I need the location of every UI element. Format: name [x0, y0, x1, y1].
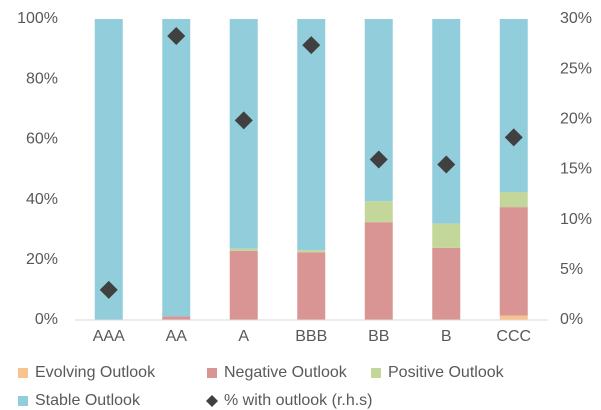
- bar-segment: [229, 248, 258, 251]
- bar-segment: [229, 19, 258, 249]
- legend-swatch: [207, 368, 217, 378]
- legend-swatch: [18, 368, 28, 378]
- bar-segment: [94, 19, 123, 320]
- bar-segment: [162, 19, 191, 317]
- legend-label: Positive Outlook: [388, 364, 505, 381]
- y2-tick-label: 5%: [560, 261, 583, 278]
- bar-segment: [297, 19, 326, 251]
- y2-tick-label: 20%: [560, 111, 592, 128]
- y2-tick-label: 0%: [560, 311, 583, 328]
- y-tick-label: 0%: [35, 311, 58, 328]
- legend-label: Evolving Outlook: [35, 364, 156, 381]
- bar-segment: [499, 192, 528, 208]
- bar-segment: [297, 252, 326, 320]
- y-tick-label: 60%: [26, 131, 58, 148]
- y-tick-label: 100%: [17, 10, 58, 27]
- bar-segment: [499, 315, 528, 320]
- y-tick-label: 40%: [26, 191, 58, 208]
- x-tick-label: A: [238, 328, 249, 345]
- x-tick-label: AA: [166, 328, 188, 345]
- x-tick-label: BB: [368, 328, 389, 345]
- bar-segment: [364, 222, 393, 320]
- diamond-marker: [369, 150, 388, 169]
- x-tick-label: CCC: [496, 328, 531, 345]
- diamond-marker: [437, 155, 456, 174]
- diamond-marker: [167, 27, 186, 46]
- bar-segment: [432, 19, 461, 224]
- legend-label: % with outlook (r.h.s): [224, 392, 373, 409]
- legend-marker: [206, 395, 218, 407]
- y-tick-label: 80%: [26, 70, 58, 87]
- bar-segment: [297, 250, 326, 253]
- diamond-marker: [99, 280, 118, 299]
- y2-tick-label: 10%: [560, 211, 592, 228]
- legend-label: Negative Outlook: [224, 364, 348, 381]
- bar-segment: [364, 201, 393, 223]
- bar-segment: [162, 316, 191, 320]
- y-tick-label: 20%: [26, 251, 58, 268]
- y2-tick-label: 15%: [560, 161, 592, 178]
- legend-label: Stable Outlook: [35, 392, 141, 409]
- bar-segment: [229, 250, 258, 320]
- bar-segment: [432, 223, 461, 248]
- diamond-marker: [234, 111, 253, 130]
- bar-segment: [499, 19, 528, 193]
- x-tick-label: AAA: [93, 328, 125, 345]
- bar-segment: [432, 247, 461, 320]
- diamond-marker: [504, 128, 523, 147]
- bar-segment: [364, 19, 393, 202]
- bar-segment: [499, 207, 528, 316]
- y2-tick-label: 30%: [560, 10, 592, 27]
- diamond-marker: [302, 36, 321, 55]
- x-tick-label: BBB: [295, 328, 327, 345]
- legend-swatch: [18, 396, 28, 406]
- y2-tick-label: 25%: [560, 60, 592, 77]
- x-tick-label: B: [441, 328, 452, 345]
- legend-swatch: [371, 368, 381, 378]
